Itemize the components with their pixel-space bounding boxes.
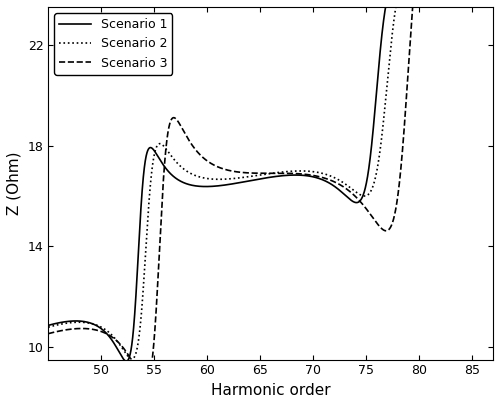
Scenario 1 [45, 323, 51, 328]
Scenario 2 [262, 172, 268, 177]
Scenario 3 [47, 331, 53, 336]
Scenario 1 [64, 319, 70, 324]
Line: Scenario 1: Scenario 1 [48, 0, 493, 361]
Scenario 3 [142, 380, 148, 385]
Scenario 1 [124, 359, 130, 364]
Scenario 1 [262, 175, 268, 180]
Scenario 3 [262, 171, 268, 176]
Scenario 2 [72, 320, 78, 325]
Scenario 2 [64, 321, 70, 326]
Line: Scenario 3: Scenario 3 [48, 0, 493, 383]
Scenario 3 [64, 327, 70, 332]
Scenario 1 [47, 322, 53, 327]
Legend: Scenario 1, Scenario 2, Scenario 3: Scenario 1, Scenario 2, Scenario 3 [54, 13, 172, 75]
Scenario 2 [47, 324, 53, 329]
Scenario 1 [72, 318, 78, 323]
Line: Scenario 2: Scenario 2 [48, 0, 493, 359]
Scenario 1 [466, 0, 472, 2]
Y-axis label: Z (Ohm): Z (Ohm) [7, 151, 22, 215]
Scenario 2 [129, 356, 135, 361]
Scenario 3 [132, 365, 138, 370]
X-axis label: Harmonic order: Harmonic order [211, 383, 330, 398]
Scenario 2 [45, 325, 51, 330]
Scenario 2 [132, 352, 138, 357]
Scenario 1 [132, 300, 138, 305]
Scenario 3 [45, 331, 51, 336]
Scenario 3 [72, 326, 78, 331]
